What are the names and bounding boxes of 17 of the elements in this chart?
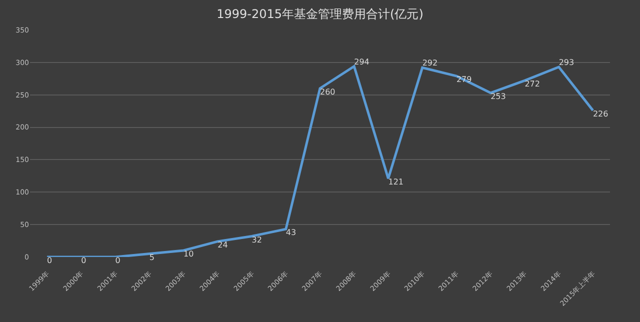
- data-label: 293: [558, 58, 574, 67]
- data-label: 226: [592, 109, 608, 118]
- data-label: 5: [149, 252, 155, 262]
- data-label: 0: [81, 256, 86, 265]
- data-label: 0: [115, 256, 120, 265]
- chart-title: 1999-2015年基金管理费用合计(亿元): [216, 7, 424, 22]
- data-label: 10: [184, 250, 194, 259]
- data-label: 0: [47, 256, 52, 265]
- data-label: 121: [388, 178, 404, 187]
- data-label: 294: [354, 57, 370, 66]
- data-label: 32: [252, 235, 262, 244]
- data-label: 272: [524, 80, 540, 89]
- data-label: 253: [490, 92, 506, 101]
- data-label: 24: [218, 240, 228, 250]
- data-label: 260: [320, 87, 336, 96]
- data-label: 292: [422, 58, 438, 68]
- data-label: 43: [286, 228, 296, 238]
